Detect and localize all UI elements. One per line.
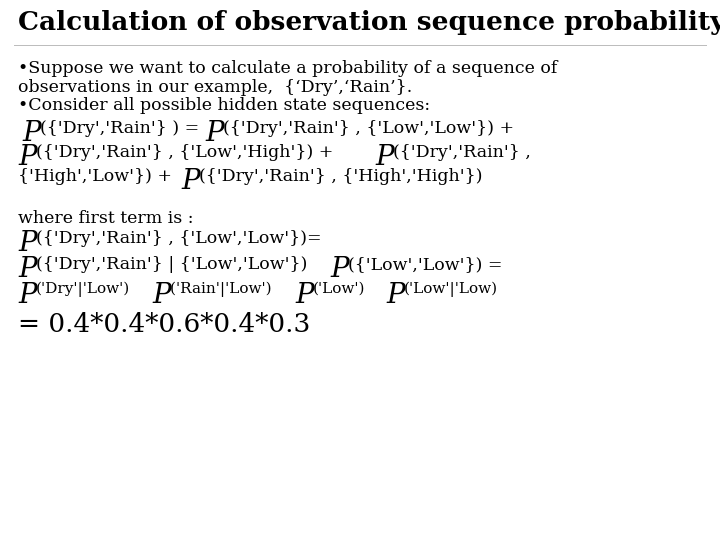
Text: = 0.4*0.4*0.6*0.4*0.3: = 0.4*0.4*0.6*0.4*0.3 — [18, 312, 310, 337]
Text: P: P — [18, 282, 37, 309]
Text: P: P — [18, 144, 37, 171]
Text: ({'Dry','Rain'} ) =: ({'Dry','Rain'} ) = — [40, 120, 204, 137]
Text: P: P — [330, 256, 348, 283]
Text: P: P — [375, 144, 394, 171]
Text: ({'Dry','Rain'} , {'High','High'}): ({'Dry','Rain'} , {'High','High'}) — [199, 168, 482, 185]
Text: P: P — [386, 282, 405, 309]
Text: P: P — [295, 282, 314, 309]
Text: ('Rain'|'Low'): ('Rain'|'Low') — [170, 282, 276, 298]
Text: P: P — [18, 256, 37, 283]
Text: •Consider all possible hidden state sequences:: •Consider all possible hidden state sequ… — [18, 97, 430, 114]
Text: ({'Dry','Rain'} , {'Low','High'}) +: ({'Dry','Rain'} , {'Low','High'}) + — [36, 144, 339, 161]
Text: ({'Dry','Rain'} | {'Low','Low'}): ({'Dry','Rain'} | {'Low','Low'}) — [36, 256, 318, 273]
Text: P: P — [22, 120, 40, 147]
Text: •Suppose we want to calculate a probability of a sequence of: •Suppose we want to calculate a probabil… — [18, 60, 557, 77]
Text: ({'Dry','Rain'} , {'Low','Low'}) +: ({'Dry','Rain'} , {'Low','Low'}) + — [223, 120, 514, 137]
Text: P: P — [181, 168, 199, 195]
Text: ({'Dry','Rain'} , {'Low','Low'})=: ({'Dry','Rain'} , {'Low','Low'})= — [36, 230, 322, 247]
Text: ('Low'|'Low): ('Low'|'Low) — [404, 282, 498, 298]
Text: P: P — [152, 282, 171, 309]
Text: ({'Low','Low'}) =: ({'Low','Low'}) = — [348, 256, 503, 273]
Text: ('Dry'|'Low'): ('Dry'|'Low') — [36, 282, 130, 298]
Text: P: P — [18, 230, 37, 257]
Text: Calculation of observation sequence probability: Calculation of observation sequence prob… — [18, 10, 720, 35]
Text: ({'Dry','Rain'} ,: ({'Dry','Rain'} , — [393, 144, 531, 161]
Text: {'High','Low'}) +: {'High','Low'}) + — [18, 168, 178, 185]
Text: observations in our example,  {‘Dry’,‘Rain’}.: observations in our example, {‘Dry’,‘Rai… — [18, 79, 413, 96]
Text: P: P — [205, 120, 224, 147]
Text: ('Low'): ('Low') — [313, 282, 366, 296]
Text: where first term is :: where first term is : — [18, 210, 194, 227]
